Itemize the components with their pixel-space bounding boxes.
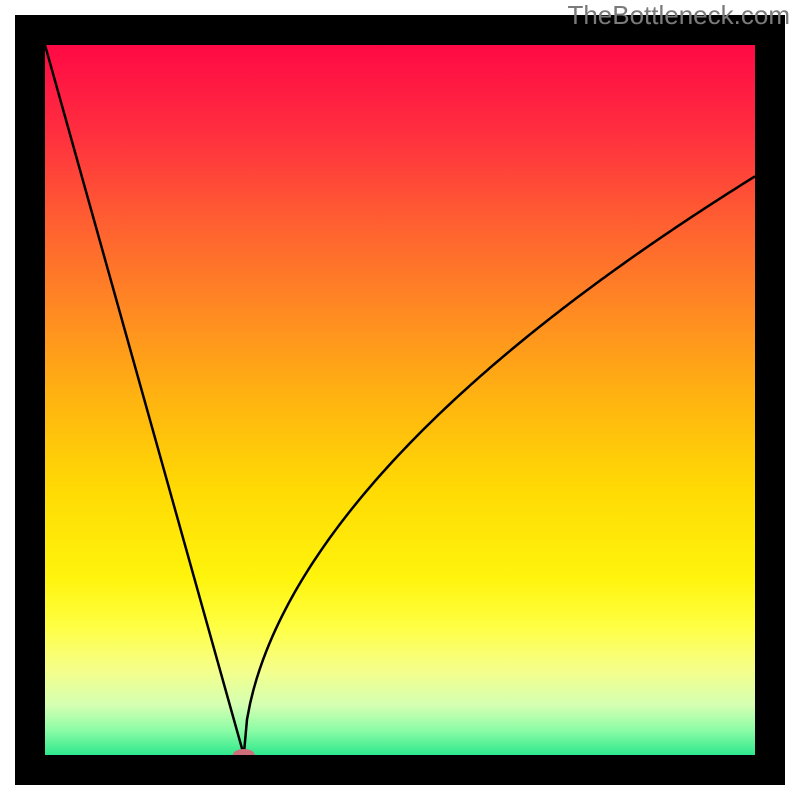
watermark-text: TheBottleneck.com	[567, 0, 790, 30]
bottleneck-chart: TheBottleneck.com	[0, 0, 800, 800]
plot-background	[45, 45, 755, 755]
chart-stage: TheBottleneck.com	[0, 0, 800, 800]
